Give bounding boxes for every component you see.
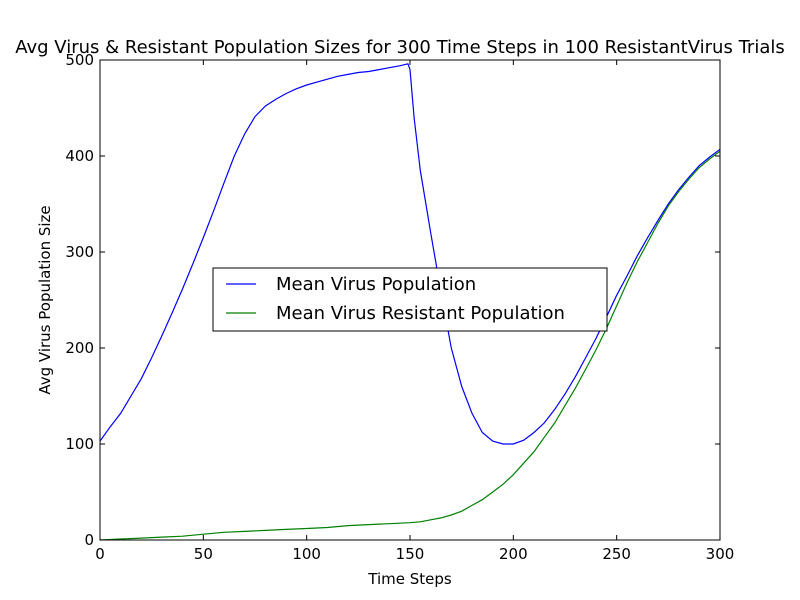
x-tick-label: 150 (396, 545, 425, 563)
legend-label-mean-virus: Mean Virus Population (276, 274, 476, 295)
chart-title: Avg Virus & Resistant Population Sizes f… (15, 37, 784, 58)
y-tick-label: 0 (84, 531, 94, 549)
y-tick-label: 100 (65, 435, 94, 453)
x-tick-label: 200 (499, 545, 528, 563)
y-tick-label: 500 (65, 51, 94, 69)
x-tick-label: 250 (602, 545, 631, 563)
x-tick-label: 0 (95, 545, 105, 563)
y-tick-label: 200 (65, 339, 94, 357)
series-line-mean-resistant (99, 150, 721, 541)
x-axis-label: Time Steps (367, 570, 452, 588)
series-layer (99, 63, 721, 541)
y-tick-label: 400 (65, 147, 94, 165)
legend-label-mean-resistant: Mean Virus Resistant Population (276, 303, 565, 324)
ticks-layer: 0 50 100 150 200 250 300 0 100 200 300 400 500 (65, 51, 734, 563)
y-axis-label: Avg Virus Population Size (36, 205, 54, 394)
legend-box (212, 267, 608, 332)
x-tick-label: 100 (292, 545, 321, 563)
series-line-mean-virus (99, 63, 721, 445)
legend: Mean Virus Population Mean Virus Resista… (212, 267, 608, 332)
y-tick-label: 300 (65, 243, 94, 261)
x-tick-label: 50 (194, 545, 213, 563)
x-tick-label: 300 (706, 545, 735, 563)
